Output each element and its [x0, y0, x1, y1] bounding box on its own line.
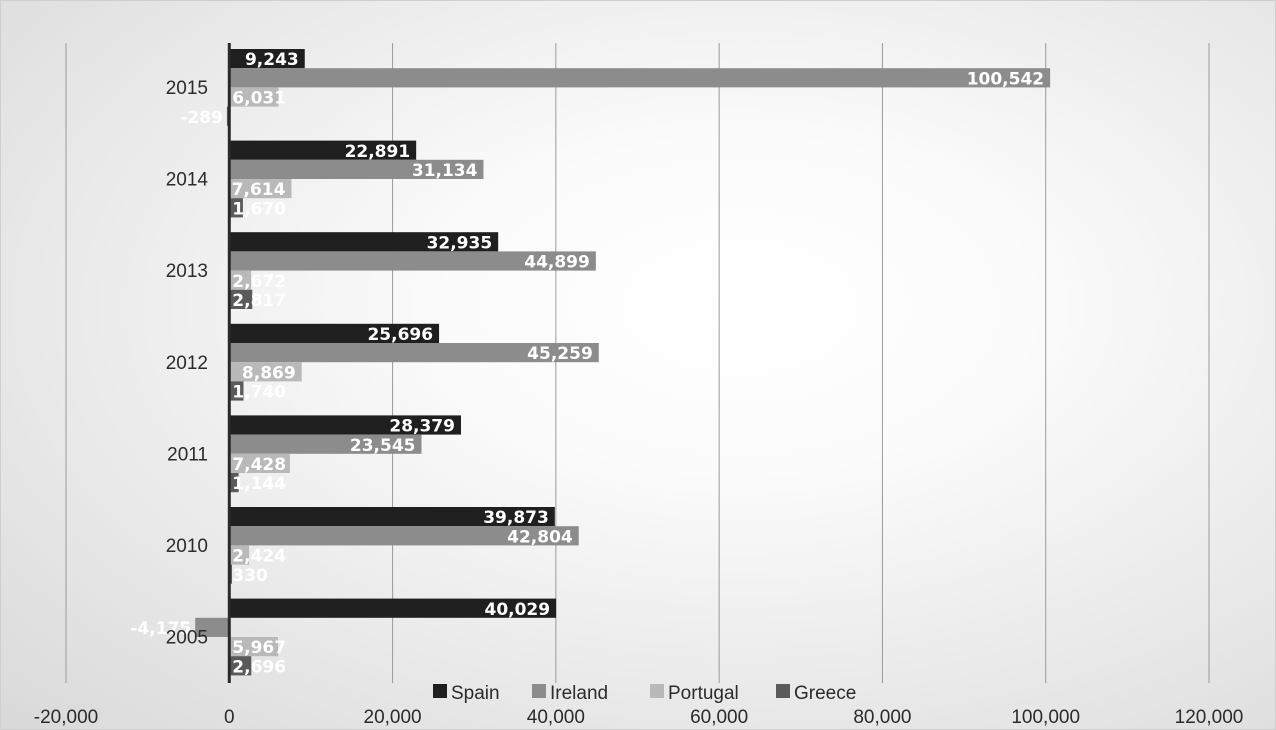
data-label: 25,696: [367, 325, 433, 345]
bar: [229, 637, 279, 657]
data-label: 2,424: [232, 547, 286, 567]
y-tick-label: 2011: [167, 444, 208, 465]
data-label: 2,817: [232, 291, 286, 311]
data-label: 330: [232, 566, 268, 586]
y-tick-label: 2014: [166, 170, 209, 191]
x-tick-label: 60,000: [690, 707, 748, 728]
bar: [229, 473, 239, 493]
bar: [229, 68, 1051, 88]
x-axis-ticks: -20,000 0 20,000 40,000 60,000 80,000 100,000 1…: [34, 707, 1244, 728]
bar: [229, 545, 250, 565]
data-label: 1,740: [232, 383, 286, 403]
x-tick-label: 0: [224, 707, 235, 728]
bar: [229, 270, 252, 290]
y-tick-label: 2015: [166, 78, 208, 99]
bar: [229, 87, 279, 107]
legend-label: Ireland: [550, 683, 608, 704]
data-labels: 40,029-4,1755,9672,69639,87342,8042,4243…: [130, 50, 1044, 677]
bar: [229, 159, 484, 179]
bar: [229, 434, 422, 454]
data-label: 32,935: [427, 233, 493, 253]
data-label: 2,696: [232, 657, 286, 677]
legend-label: Greece: [794, 683, 856, 704]
bar: [229, 251, 596, 271]
legend-swatch: [776, 684, 790, 698]
legend-swatch: [433, 684, 447, 698]
bar: [229, 323, 440, 343]
data-label: 100,542: [967, 69, 1044, 89]
data-label: 7,428: [232, 455, 286, 475]
data-label: -4,175: [130, 619, 191, 639]
y-tick-label: 2012: [166, 353, 208, 374]
y-tick-label: 2005: [166, 628, 208, 649]
bar: [229, 507, 555, 527]
data-label: 9,243: [245, 50, 299, 70]
bar: [229, 179, 292, 199]
data-label: 22,891: [345, 142, 411, 162]
bar: [229, 289, 253, 309]
legend-swatch: [650, 684, 664, 698]
data-label: 2,672: [232, 272, 286, 292]
category-axis: 2005 2010 2011 2012 2013 2014 2015: [166, 78, 209, 649]
x-tick-label: 100,000: [1011, 707, 1080, 728]
data-label: -289: [180, 108, 223, 128]
x-tick-label: -20,000: [34, 707, 98, 728]
data-label: 44,899: [524, 253, 590, 273]
data-label: 5,967: [232, 638, 286, 658]
bar: [229, 598, 557, 618]
data-label: 1,144: [232, 474, 286, 494]
data-label: 31,134: [412, 161, 478, 181]
data-label: 7,614: [232, 180, 286, 200]
legend-label: Portugal: [668, 683, 739, 704]
bars: [195, 49, 1051, 676]
bar: [229, 49, 305, 69]
data-label: 40,029: [484, 600, 550, 620]
bar: [229, 362, 302, 382]
bar: [229, 198, 243, 218]
bar: [195, 617, 230, 637]
y-tick-label: 2010: [166, 536, 208, 557]
legend: Spain Ireland Portugal Greece: [433, 683, 856, 704]
bar: [229, 415, 461, 435]
bar: [229, 453, 290, 473]
bar: [229, 140, 417, 160]
data-label: 6,031: [232, 89, 286, 109]
x-tick-label: 80,000: [853, 707, 911, 728]
data-label: 8,869: [242, 363, 296, 383]
legend-label: Spain: [451, 683, 500, 704]
x-tick-label: 40,000: [527, 707, 585, 728]
bar: [229, 656, 252, 676]
data-label: 28,379: [389, 417, 455, 437]
bar: [229, 381, 244, 401]
bar: [229, 232, 499, 252]
bar: [229, 343, 599, 363]
data-label: 42,804: [507, 527, 573, 547]
x-tick-label: 20,000: [364, 707, 422, 728]
legend-swatch: [532, 684, 546, 698]
data-label: 45,259: [527, 344, 593, 364]
bar: [229, 526, 579, 546]
data-label: 23,545: [350, 436, 416, 456]
data-label: 39,873: [483, 508, 549, 528]
x-tick-label: 120,000: [1175, 707, 1244, 728]
y-tick-label: 2013: [166, 261, 208, 282]
data-label: 1,670: [232, 199, 286, 219]
